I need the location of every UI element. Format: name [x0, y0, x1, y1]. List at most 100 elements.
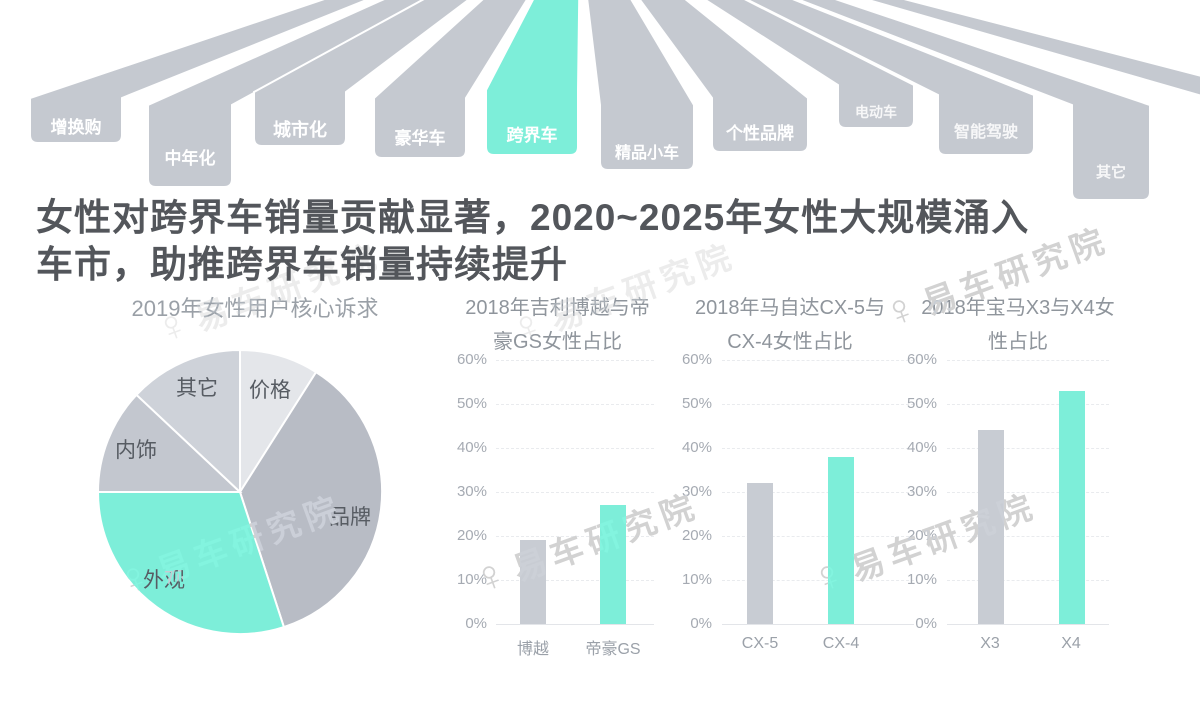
tag-label: 增换购 — [51, 117, 102, 137]
y-tick-label: 20% — [906, 527, 937, 544]
x-category-label: 帝豪GS — [585, 641, 641, 658]
bar-cx5 — [747, 483, 773, 624]
gridline — [722, 360, 914, 361]
gridline — [722, 536, 914, 537]
chart-title-line2: 性占比 — [988, 331, 1048, 353]
gridline — [947, 360, 1109, 361]
axis-baseline — [722, 624, 914, 625]
gridline — [947, 404, 1109, 405]
ribbon-gexingpinpai — [638, 0, 809, 153]
gridline — [496, 492, 654, 493]
tag-label: 豪华车 — [395, 128, 446, 148]
tag-label: 中年化 — [165, 148, 216, 168]
pie-slice-brand — [238, 370, 384, 629]
gridline — [496, 580, 654, 581]
y-tick-label: 50% — [906, 395, 937, 412]
y-tick-label: 30% — [456, 483, 487, 500]
gridline — [947, 448, 1109, 449]
pie-slice-price — [239, 348, 318, 496]
bar-dihao-gs — [600, 505, 626, 624]
y-tick-label: 30% — [906, 483, 937, 500]
axis-baseline — [496, 624, 654, 625]
x-category-label: X3 — [980, 635, 1000, 652]
tag-label-highlighted: 跨界车 — [507, 125, 558, 145]
x-category-label: CX-4 — [822, 635, 860, 652]
ribbon-qita — [796, 0, 1151, 201]
gridline — [496, 448, 654, 449]
chart-title-line1: 2018年吉利博越与帝 — [465, 297, 650, 319]
gridline — [722, 492, 914, 493]
ribbon-jingpinxiaoche — [586, 0, 695, 171]
headline-line1: 女性对跨界车销量贡献显著，2020~2025年女性大规模涌入 — [36, 197, 1030, 238]
y-tick-label: 50% — [681, 395, 712, 412]
ribbon-chengshihua — [253, 0, 470, 147]
y-tick-label: 0% — [915, 615, 937, 632]
pie-slice-appearance — [96, 491, 286, 635]
ribbon-zenghuangou — [29, 0, 370, 144]
gridline — [947, 492, 1109, 493]
y-tick-label: 60% — [456, 351, 487, 368]
bar-boyue — [520, 540, 546, 624]
x-category-label: X4 — [1061, 635, 1081, 652]
bar-x4 — [1059, 390, 1085, 624]
bar-cx4 — [828, 456, 854, 624]
gridline — [722, 404, 914, 405]
y-tick-label: 0% — [465, 615, 487, 632]
x-category-label: CX-5 — [741, 635, 779, 652]
tag-label: 精品小车 — [615, 143, 679, 162]
chart-title-line1: 2018年宝马X3与X4女 — [921, 297, 1115, 319]
tag-label: 电动车 — [855, 104, 897, 120]
y-tick-label: 40% — [906, 439, 937, 456]
y-tick-label: 10% — [456, 571, 487, 588]
bar-chart-mazda: 2018年马自达CX-5与 CX-4女性占比 60% 50% 40% 30% 2… — [665, 283, 915, 663]
gridline — [496, 404, 654, 405]
headline: 女性对跨界车销量贡献显著，2020~2025年女性大规模涌入 车市，助推跨界车销… — [36, 194, 1196, 288]
y-tick-label: 30% — [681, 483, 712, 500]
chart-title-line1: 2018年马自达CX-5与 — [694, 297, 886, 319]
gridline — [496, 536, 654, 537]
y-tick-label: 10% — [681, 571, 712, 588]
pie-chart-title: 2019年女性用户核心诉求 — [131, 296, 379, 321]
tag-label: 个性品牌 — [725, 123, 794, 143]
y-tick-label: 20% — [456, 527, 487, 544]
bar-x3 — [978, 430, 1004, 624]
chart-title-line2: CX-4女性占比 — [727, 331, 853, 353]
pie-label-interior: 内饰 — [115, 439, 157, 462]
gridline — [947, 580, 1109, 581]
pie-chart-core-demands: 价格 品牌 外观 内饰 其它 — [96, 348, 384, 635]
tag-label: 智能驾驶 — [954, 122, 1018, 141]
pie-slice-other — [135, 348, 241, 495]
tag-fan: 增换购 中年化 城市化 豪华车 跨界车 精品小车 个性品牌 电动车 智能驾驶 其… — [29, 0, 1200, 201]
y-tick-label: 60% — [681, 351, 712, 368]
pie-label-appearance: 外观 — [143, 569, 185, 592]
pie-label-price: 价格 — [249, 379, 291, 402]
headline-line2: 车市，助推跨界车销量持续提升 — [36, 244, 568, 285]
gridline — [722, 448, 914, 449]
y-tick-label: 10% — [906, 571, 937, 588]
y-tick-label: 40% — [456, 439, 487, 456]
y-tick-label: 50% — [456, 395, 487, 412]
y-tick-label: 40% — [681, 439, 712, 456]
y-tick-label: 60% — [906, 351, 937, 368]
y-tick-label: 20% — [681, 527, 712, 544]
x-category-label: 博越 — [516, 641, 549, 658]
pie-slice-interior — [96, 393, 243, 493]
gridline — [947, 536, 1109, 537]
ribbon-zhongnianhua — [147, 0, 425, 188]
gridline — [722, 580, 914, 581]
ribbon-haohuache — [373, 0, 528, 159]
axis-baseline — [947, 624, 1109, 625]
bar-chart-geely: 2018年吉利博越与帝 豪GS女性占比 60% 50% 40% 30% 20% … — [440, 283, 675, 663]
ribbon-kuajieche-highlighted — [485, 0, 581, 156]
y-tick-label: 0% — [690, 615, 712, 632]
tag-label: 城市化 — [273, 119, 327, 140]
pie-label-other: 其它 — [176, 377, 218, 400]
ribbon-diandongche — [703, 0, 915, 129]
gridline — [496, 360, 654, 361]
ribbon-zhinengjiashi — [745, 0, 1035, 156]
bar-chart-bmw: 2018年宝马X3与X4女 性占比 60% 50% 40% 30% 20% 10… — [890, 283, 1146, 663]
ribbon-offscreen-edge — [864, 0, 1200, 97]
chart-title-line2: 豪GS女性占比 — [493, 331, 622, 353]
pie-label-brand: 品牌 — [329, 506, 371, 529]
